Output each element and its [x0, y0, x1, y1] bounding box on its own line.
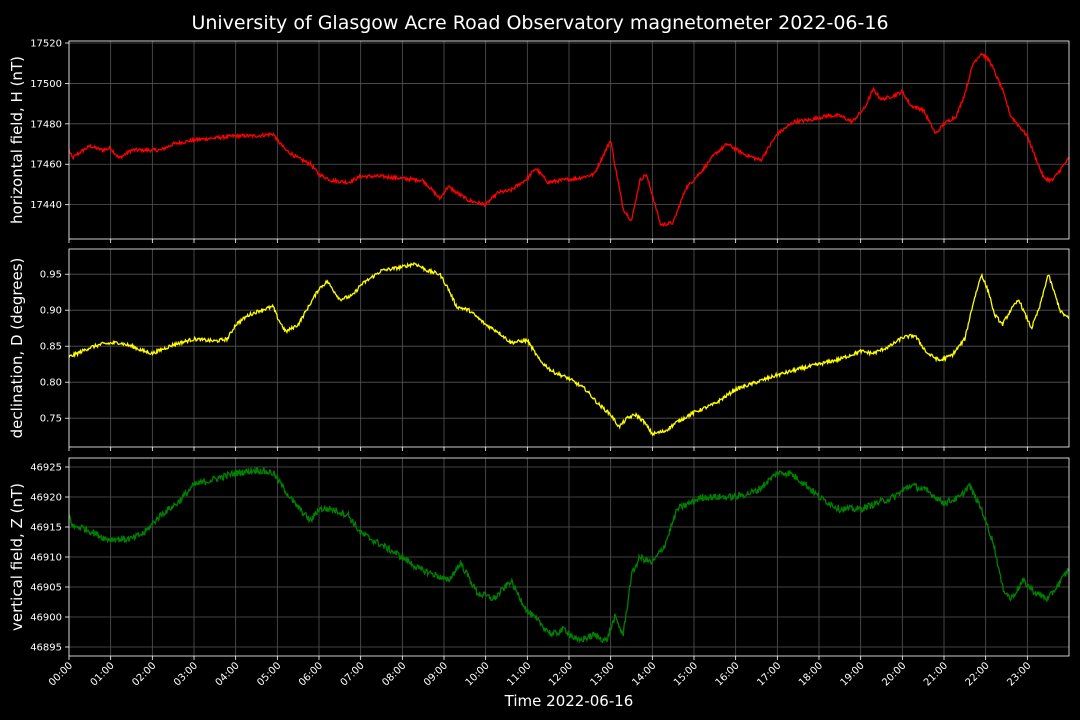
y-tick-label: 0.75 [40, 414, 62, 425]
y-tick-label: 0.80 [40, 378, 62, 389]
y-axis-label-h-field: horizontal field, H (nT) [8, 56, 26, 224]
y-tick-label: 46925 [30, 463, 62, 474]
y-tick-label: 46915 [30, 523, 62, 534]
y-tick-label: 46920 [30, 493, 62, 504]
y-tick-label: 17500 [30, 79, 62, 90]
y-tick-label: 17480 [30, 119, 62, 130]
x-axis-label: Time 2022-06-16 [504, 692, 634, 710]
y-axis-label-z-field: vertical field, Z (nT) [8, 483, 26, 631]
y-tick-label: 0.95 [40, 270, 62, 281]
y-tick-label: 0.90 [40, 306, 62, 317]
y-tick-label: 46900 [30, 613, 62, 624]
y-tick-label: 17440 [30, 200, 62, 211]
y-tick-label: 17460 [30, 160, 62, 171]
series-line-d-declination [68, 261, 1070, 437]
y-tick-label: 46895 [30, 643, 62, 654]
panel-d-declination: 0.75 0.80 0.85 0.90 0.95 declination, D (degr… [8, 248, 1070, 451]
y-tick-label: 46910 [30, 553, 62, 564]
y-axis-label-d-declination: declination, D (degrees) [8, 258, 26, 439]
y-tick-label: 0.85 [40, 342, 62, 353]
y-tick-label: 17520 [30, 39, 62, 50]
y-tick-label: 46905 [30, 583, 62, 594]
panel-h-field: 17440 17460 17480 17500 17520 horizontal fiel… [8, 39, 1070, 243]
series-line-h-field [68, 52, 1070, 228]
figure-title: University of Glasgow Acre Road Observat… [191, 12, 888, 34]
series-line-z-field [68, 466, 1070, 644]
